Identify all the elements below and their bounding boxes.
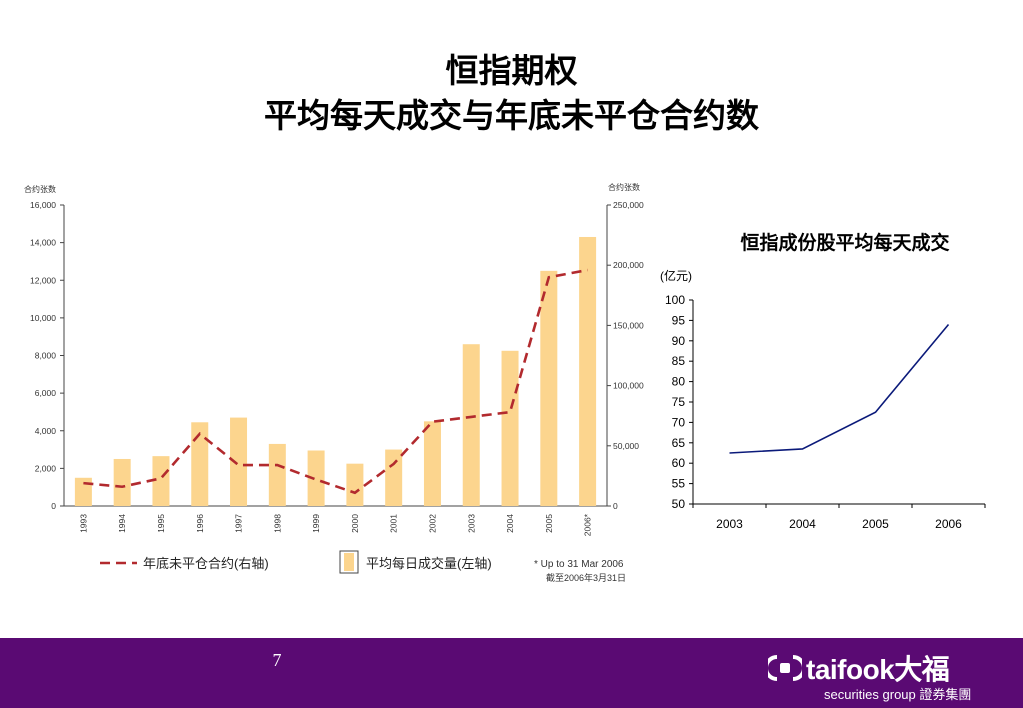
footer-bar: 7 taifook大福 securities group 證券集團 (0, 638, 1023, 708)
volume-bar (579, 236, 597, 506)
right-tick-label: 200,000 (613, 260, 644, 270)
x-tick-label: 2005 (862, 517, 889, 531)
turnover-line-chart: (亿元) 50 55 60 65 70 75 80 85 90 95 100 2003 2004 2005 2… (660, 268, 986, 531)
volume-bar (540, 270, 558, 506)
y-tick-label: 65 (672, 436, 686, 450)
y-tick-label: 55 (672, 477, 686, 491)
legend-oi-label: 年底未平仓合约(右轴) (143, 556, 269, 571)
left-tick-label: 10,000 (30, 313, 56, 323)
y-tick-label: 75 (672, 395, 686, 409)
x-tick-label: 2006* (583, 513, 593, 536)
right-tick-label: 250,000 (613, 200, 644, 210)
right-tick-label: 100,000 (613, 381, 644, 391)
volume-bar (346, 463, 364, 506)
x-tick-label: 1994 (117, 514, 127, 533)
volume-bar (152, 456, 170, 506)
volume-bar (191, 422, 209, 506)
x-tick-label: 2003 (716, 517, 743, 531)
y-tick-label: 80 (672, 375, 686, 389)
x-tick-label: 1996 (195, 514, 205, 533)
title-line-1: 恒指期权 (445, 51, 578, 90)
right-tick-label: 150,000 (613, 320, 644, 330)
volume-bar (113, 458, 131, 506)
x-tick-label: 1995 (156, 514, 166, 533)
left-tick-label: 16,000 (30, 200, 56, 210)
x-tick-label: 2000 (350, 514, 360, 533)
open-interest-line (83, 268, 588, 495)
left-axis-label: 合约张数 (24, 184, 56, 194)
volume-bar (501, 350, 519, 506)
legend-bar-label: 平均每日成交量(左轴) (366, 556, 492, 571)
left-tick-label: 6,000 (35, 388, 57, 398)
left-tick-label: 12,000 (30, 275, 56, 285)
taifook-logo: taifook大福 securities group 證券集團 (768, 648, 988, 702)
x-tick-label: 1997 (234, 514, 244, 533)
x-tick-label: 2001 (389, 514, 399, 533)
left-tick-label: 0 (51, 501, 56, 511)
footnote-en: * Up to 31 Mar 2006 (534, 559, 624, 570)
volume-bar (423, 421, 441, 506)
legend-bar-swatch (344, 553, 354, 571)
x-tick-label: 2006 (935, 517, 962, 531)
footnote-zh: 截至2006年3月31日 (546, 572, 626, 583)
y-tick-label: 50 (672, 497, 686, 511)
left-tick-label: 2,000 (35, 463, 57, 473)
volume-bar (230, 417, 248, 506)
x-tick-label: 2003 (466, 514, 476, 533)
x-tick-label: 1999 (311, 514, 321, 533)
y-tick-label: 60 (672, 456, 686, 470)
volume-bar (462, 344, 480, 506)
slide-title: 恒指期权 平均每天成交与年底未平仓合约数 (0, 48, 1023, 138)
y-tick-label: 95 (672, 313, 686, 327)
left-tick-label: 14,000 (30, 238, 56, 248)
logo-mark-icon (768, 655, 802, 681)
left-tick-label: 4,000 (35, 426, 57, 436)
right-axis-label: 合约张数 (608, 182, 640, 192)
y-unit-label: (亿元) (660, 268, 692, 283)
left-tick-label: 8,000 (35, 351, 57, 361)
x-tick-label: 1998 (272, 514, 282, 533)
x-tick-label: 2004 (505, 514, 515, 533)
y-tick-label: 70 (672, 415, 686, 429)
turnover-line (729, 323, 950, 454)
x-tick-label: 1993 (78, 514, 88, 533)
title-line-2: 平均每天成交与年底未平仓合约数 (264, 96, 759, 135)
volume-bar (74, 477, 92, 506)
volume-bar (307, 450, 325, 506)
x-tick-label: 2005 (544, 514, 554, 533)
logo-text: taifook大福 (806, 654, 950, 685)
right-chart-title: 恒指成份股平均每天成交 (740, 232, 950, 254)
x-tick-label: 2002 (427, 514, 437, 533)
logo-subtitle: securities group 證券集團 (824, 687, 972, 702)
page-number: 7 (272, 650, 282, 670)
y-tick-label: 90 (672, 334, 686, 348)
x-tick-label: 2004 (789, 517, 816, 531)
y-tick-label: 85 (672, 354, 686, 368)
right-tick-label: 0 (613, 501, 618, 511)
volume-oi-chart: 合约张数 合约张数 0 2,000 4,000 6,000 8,000 10,000 12,00… (24, 182, 644, 583)
right-tick-label: 50,000 (613, 441, 639, 451)
y-tick-label: 100 (665, 293, 685, 307)
volume-bar (385, 449, 403, 506)
volume-bar (268, 443, 286, 506)
